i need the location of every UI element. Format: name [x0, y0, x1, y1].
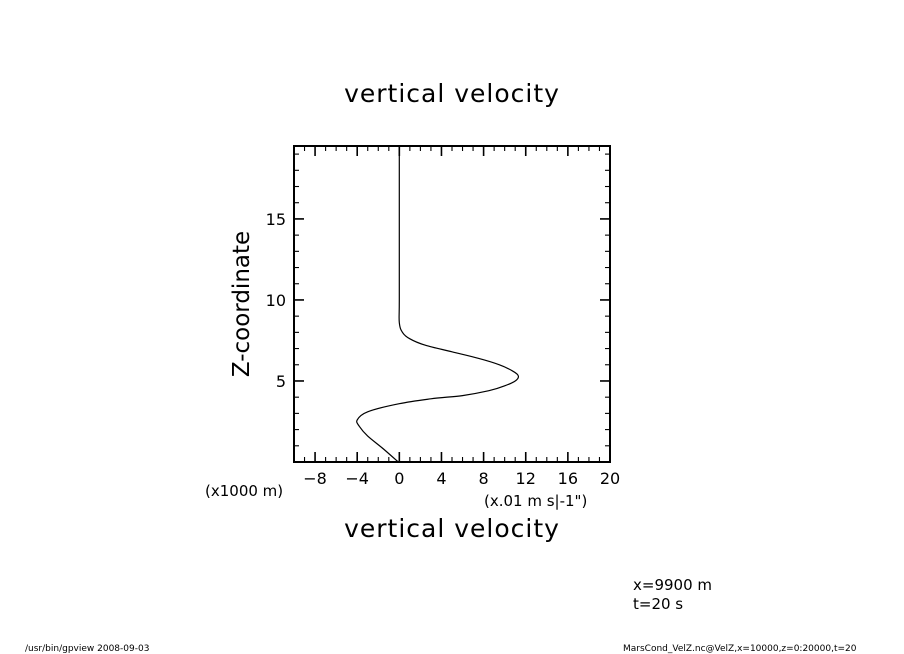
x-tick-label: 20 [600, 469, 620, 488]
x-tick-label: 8 [479, 469, 489, 488]
x-tick-label: 16 [558, 469, 578, 488]
y-unit-label: (x1000 m) [205, 482, 283, 500]
axis-ticks [293, 146, 611, 462]
plot-frame [293, 145, 611, 463]
y-tick-label: 10 [266, 291, 286, 310]
x-tick-label: −8 [303, 469, 327, 488]
y-axis-label: Z-coordinate [229, 231, 255, 377]
data-line [356, 146, 520, 463]
tick-labels: −8 −4 0 4 8 12 16 20 5 10 15 [266, 210, 621, 488]
x-unit-label: (x.01 m s|-1") [484, 492, 587, 510]
time-info: t=20 s [633, 595, 683, 613]
footer-left: /usr/bin/gpview 2008-09-03 [25, 644, 149, 654]
footer-right: MarsCond_VelZ.nc@VelZ,x=10000,z=0:20000,… [623, 644, 857, 654]
position-info: x=9900 m [633, 576, 712, 594]
y-tick-label: 5 [276, 372, 286, 391]
x-tick-label: 12 [516, 469, 536, 488]
x-axis-label: vertical velocity [344, 514, 560, 543]
x-tick-label: −4 [345, 469, 369, 488]
y-tick-label: 15 [266, 210, 286, 229]
chart-title: vertical velocity [344, 79, 560, 108]
x-tick-label: 0 [394, 469, 404, 488]
x-tick-label: 4 [436, 469, 446, 488]
